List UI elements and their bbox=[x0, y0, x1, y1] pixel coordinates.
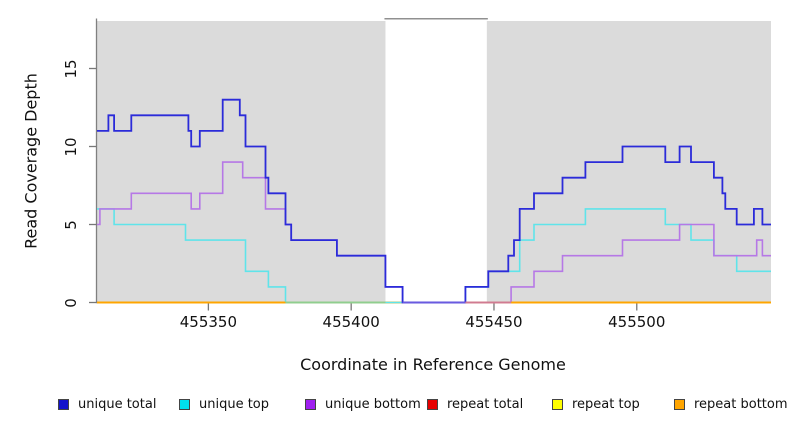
x-tick-label: 455500 bbox=[608, 313, 666, 331]
legend-item-unique-top: unique top bbox=[179, 397, 269, 412]
x-tick-label: 455350 bbox=[179, 313, 238, 331]
legend-label: unique bottom bbox=[325, 397, 421, 412]
x-axis-title: Coordinate in Reference Genome bbox=[300, 355, 566, 374]
shaded-region-1 bbox=[486, 21, 771, 303]
legend-swatch-unique-total bbox=[58, 399, 69, 410]
legend-item-unique-bottom: unique bottom bbox=[305, 397, 421, 412]
legend-label: unique top bbox=[199, 397, 270, 412]
x-tick-label: 455400 bbox=[322, 313, 380, 331]
legend-label: unique total bbox=[78, 397, 157, 412]
legend-label: repeat total bbox=[447, 397, 524, 412]
legend-item-repeat-total: repeat total bbox=[427, 397, 523, 412]
legend-item-repeat-top: repeat top bbox=[552, 397, 640, 412]
legend-swatch-unique-bottom bbox=[305, 399, 316, 410]
y-tick-label: 15 bbox=[62, 58, 80, 79]
y-tick-label: 5 bbox=[62, 219, 80, 230]
legend-label: repeat bottom bbox=[694, 397, 788, 412]
series-line-unique-total bbox=[97, 98, 771, 304]
y-tick-label: 10 bbox=[62, 136, 80, 157]
y-tick-label: 0 bbox=[62, 297, 80, 308]
legend-swatch-unique-top bbox=[179, 399, 190, 410]
y-axis-title: Read Coverage Depth bbox=[21, 73, 41, 249]
legend-swatch-repeat-bottom bbox=[674, 399, 685, 410]
legend-item-repeat-bottom: repeat bottom bbox=[674, 397, 788, 412]
legend-swatch-repeat-total bbox=[427, 399, 438, 410]
legend-item-unique-total: unique total bbox=[58, 397, 156, 412]
x-tick-label: 455450 bbox=[465, 313, 523, 331]
legend-swatch-repeat-top bbox=[552, 399, 563, 410]
legend-label: repeat top bbox=[572, 397, 640, 412]
